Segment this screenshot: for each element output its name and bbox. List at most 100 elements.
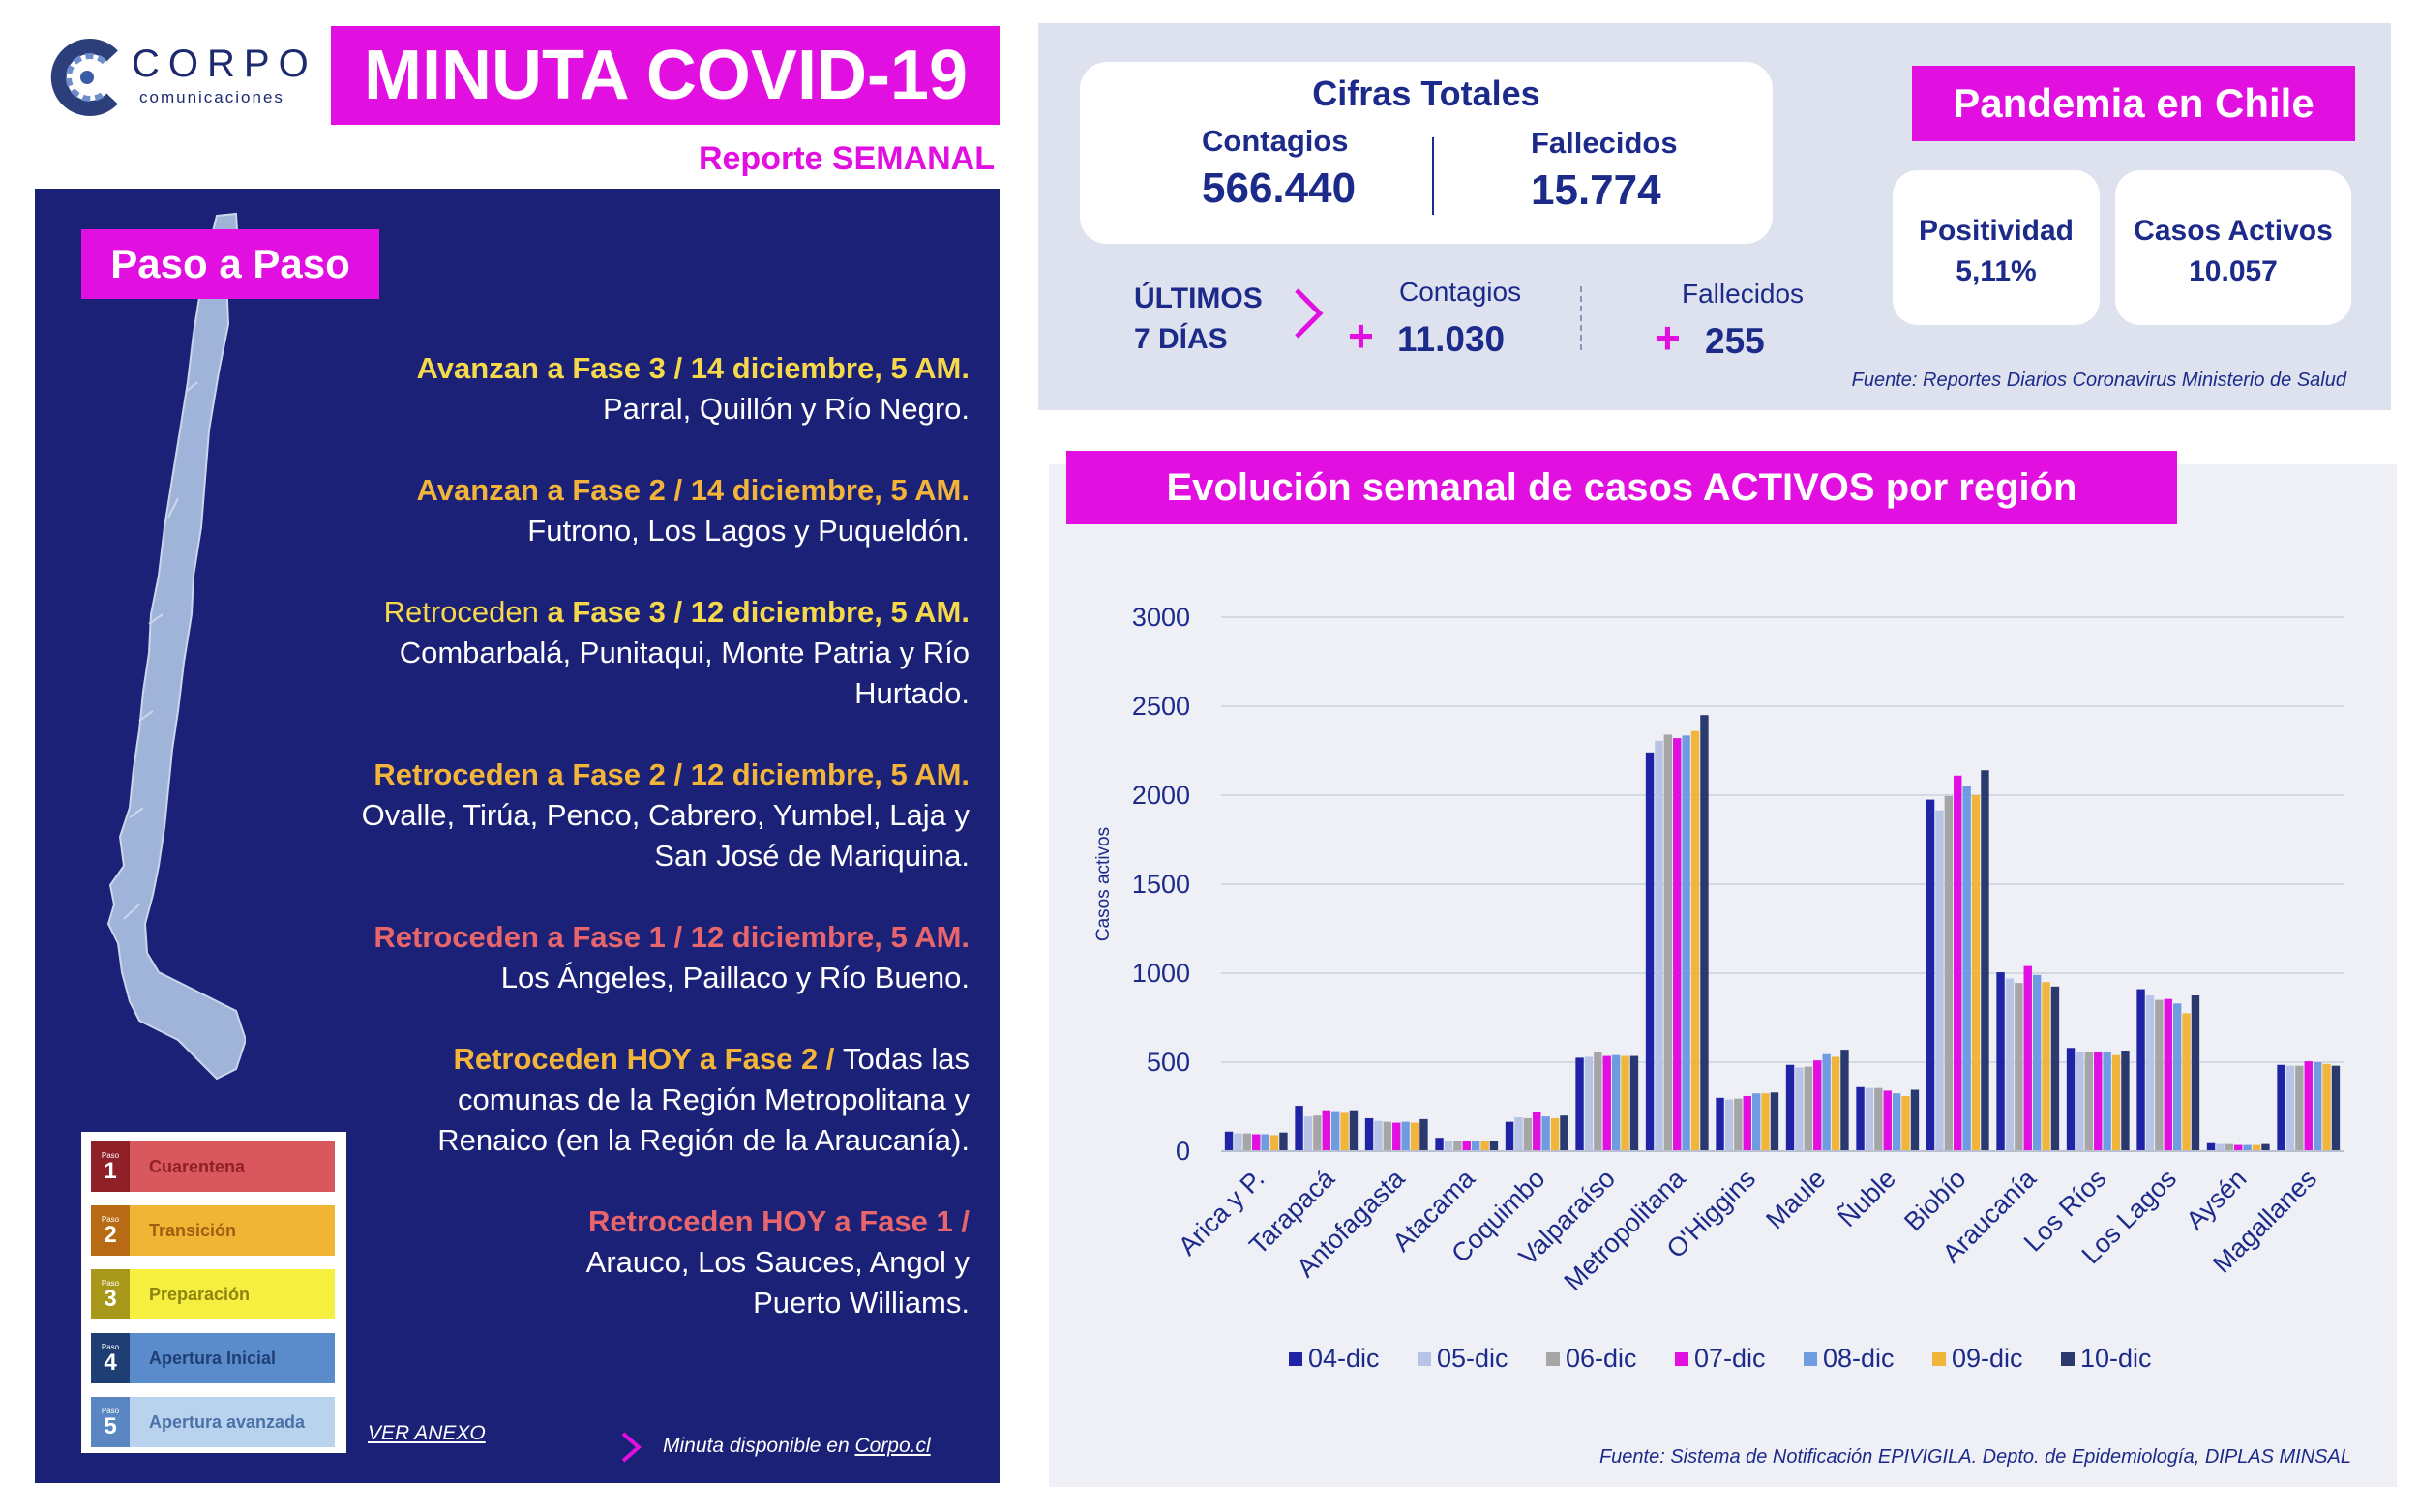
update-item: Retroceden HOY a Fase 2 / Todas las comu… [348, 1039, 970, 1161]
legend-label: 08-dic [1823, 1344, 1895, 1373]
bar-10-dic [1840, 1050, 1849, 1151]
update-item: Retroceden a Fase 1 / 12 diciembre, 5 AM… [348, 917, 970, 998]
bar-07-dic [1462, 1141, 1471, 1151]
chart-title: Evolución semanal de casos ACTIVOS por r… [1066, 451, 2177, 524]
bar-06-dic [2155, 999, 2164, 1151]
casos-activos-label: Casos Activos [2134, 215, 2333, 247]
legend-step-number: Paso 5 [91, 1397, 130, 1447]
bar-08-dic [1401, 1121, 1410, 1151]
corpo-link[interactable]: Corpo.cl [854, 1435, 931, 1457]
bar-10-dic [1279, 1132, 1288, 1151]
bar-06-dic [1313, 1115, 1322, 1151]
bar-07-dic [1954, 775, 1962, 1151]
legend-step-label: Transición [130, 1205, 335, 1256]
bar-09-dic [1410, 1122, 1419, 1151]
legend-step-label: Preparación [130, 1269, 335, 1319]
bar-10-dic [1981, 770, 1989, 1151]
update-item: Retroceden a Fase 2 / 12 diciembre, 5 AM… [348, 755, 970, 876]
bar-07-dic [1322, 1110, 1330, 1151]
plus-icon: + [1655, 312, 1681, 363]
update-heading: Retroceden HOY a Fase 1 / [588, 1204, 970, 1238]
update-heading-plain: Retroceden [383, 595, 548, 629]
bar-10-dic [2121, 1051, 2130, 1151]
bar-06-dic [2225, 1143, 2234, 1151]
bar-08-dic [1682, 735, 1690, 1151]
bar-08-dic [1962, 786, 1971, 1151]
bar-10-dic [2050, 986, 2060, 1151]
bar-10-dic [1489, 1141, 1499, 1151]
bar-05-dic [1303, 1116, 1313, 1151]
bar-08-dic [1751, 1093, 1761, 1151]
corpo-logo-icon [50, 39, 118, 116]
bar-09-dic [1480, 1141, 1489, 1151]
bar-07-dic [1252, 1134, 1261, 1151]
bar-07-dic [2234, 1144, 2243, 1151]
logo-subtitle: comunicaciones [139, 88, 284, 106]
y-tick-label: 3000 [1132, 603, 1190, 632]
bar-06-dic [2084, 1052, 2094, 1151]
update-item: Avanzan a Fase 3 / 14 diciembre, 5 AM. P… [348, 348, 970, 430]
bar-10-dic [1700, 715, 1709, 1151]
bar-08-dic [2032, 974, 2042, 1151]
bar-05-dic [1865, 1087, 1874, 1151]
bar-04-dic [1575, 1057, 1584, 1151]
bar-09-dic [1901, 1095, 1910, 1151]
contagios-label: Contagios [1202, 124, 1349, 158]
legend-step-caption: Paso [101, 1407, 120, 1415]
bar-05-dic [1584, 1056, 1594, 1151]
bar-04-dic [1505, 1121, 1514, 1151]
bar-05-dic [1374, 1120, 1383, 1151]
x-tick-label: Maule [1760, 1164, 1831, 1234]
bar-07-dic [1743, 1095, 1751, 1151]
update-item: Avanzan a Fase 2 / 14 diciembre, 5 AM. F… [348, 470, 970, 551]
logo-name: CORPO [132, 43, 317, 85]
ultimos-fallecidos-value: 255 [1705, 321, 1765, 361]
update-heading: Retroceden HOY a Fase 2 / [453, 1042, 844, 1076]
chile-map-icon [106, 212, 246, 1081]
bar-05-dic [1795, 1067, 1804, 1151]
paso-a-paso-title: Paso a Paso [81, 229, 379, 299]
bar-09-dic [2182, 1013, 2191, 1151]
bar-06-dic [1242, 1133, 1252, 1151]
bar-05-dic [2216, 1143, 2225, 1151]
bar-07-dic [1602, 1055, 1611, 1151]
bar-09-dic [2042, 982, 2050, 1151]
legend-step-digit: 4 [104, 1349, 117, 1376]
bar-07-dic [1813, 1060, 1822, 1151]
legend-step-label: Apertura Inicial [130, 1333, 335, 1383]
bar-04-dic [1996, 972, 2005, 1151]
bar-06-dic [1804, 1066, 1813, 1151]
ver-anexo-link[interactable]: VER ANEXO [368, 1422, 486, 1444]
bar-08-dic [1330, 1111, 1340, 1151]
bar-05-dic [1444, 1140, 1453, 1151]
positividad-label: Positividad [1918, 215, 2075, 247]
ultimos-contagios-label: Contagios [1399, 277, 1522, 307]
pandemia-title: Pandemia en Chile [1912, 66, 2355, 141]
bar-04-dic [1856, 1086, 1865, 1151]
legend-step-caption: Paso [101, 1343, 120, 1351]
fallecidos-label: Fallecidos [1531, 126, 1678, 160]
chevron-right-icon [621, 1432, 642, 1463]
update-heading: Retroceden a Fase 1 / 12 diciembre, 5 AM… [373, 920, 970, 954]
legend-label: 05-dic [1437, 1344, 1508, 1373]
bar-08-dic [2103, 1051, 2111, 1151]
ultimos-contagios-value: 11.030 [1397, 319, 1506, 359]
bar-05-dic [2076, 1052, 2084, 1151]
bar-07-dic [2304, 1061, 2313, 1151]
legend-step-digit: 1 [104, 1158, 117, 1184]
update-heading: Avanzan a Fase 3 / 14 diciembre, 5 AM. [416, 351, 970, 385]
bar-06-dic [2015, 983, 2023, 1151]
y-tick-label: 1000 [1132, 959, 1190, 988]
cifras-divider [1432, 137, 1434, 215]
y-tick-label: 1500 [1132, 870, 1190, 899]
bar-10-dic [2261, 1143, 2270, 1151]
bar-04-dic [1785, 1064, 1795, 1151]
bar-06-dic [1594, 1052, 1602, 1151]
legend-step-caption: Paso [101, 1279, 120, 1288]
bar-10-dic [2191, 995, 2200, 1151]
bar-10-dic [1770, 1092, 1779, 1151]
bar-10-dic [1560, 1115, 1568, 1151]
plus-icon: + [1348, 311, 1374, 361]
legend-step-number: Paso 3 [91, 1269, 130, 1319]
bar-09-dic [1621, 1055, 1629, 1151]
